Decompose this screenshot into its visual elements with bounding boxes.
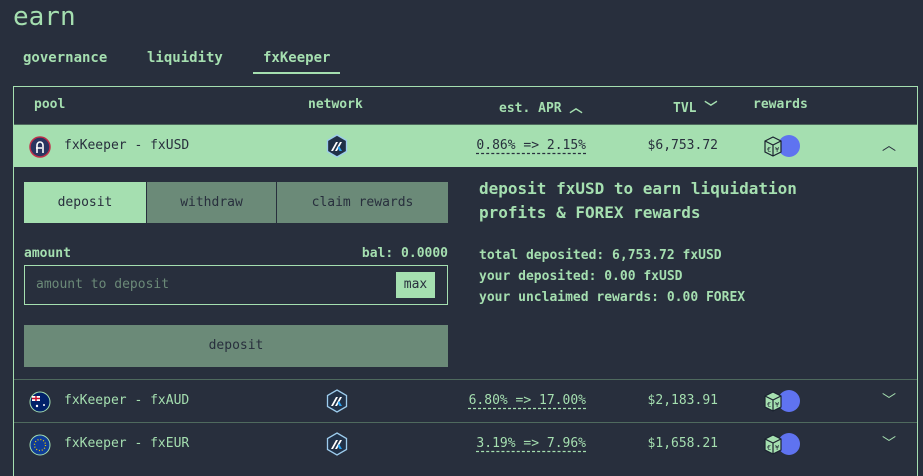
stat-total-deposited: total deposited: 6,753.72 fxUSD [479,248,722,263]
chevron-down-icon: ﹀ [704,101,718,116]
panel-headline: deposit fxUSD to earn liquidation profit… [479,179,797,222]
chevron-up-icon[interactable]: ︿ [882,138,896,154]
chevron-up-icon: ︿ [569,101,583,116]
table-row[interactable]: fxKeeper - fxEUR 3.19% => 7.96% $1,658.2… [14,422,917,465]
header-apr[interactable]: est. APR ︿ [499,97,582,116]
fxusd-icon [29,136,51,158]
deposit-panel: deposit withdraw claim rewards amount ba… [14,167,917,380]
header-tvl[interactable]: TVL ﹀ [673,97,717,116]
apr-value[interactable]: 0.86% => 2.15% [476,138,586,153]
amount-label: amount [24,246,71,261]
max-button[interactable]: max [396,272,435,298]
svg-text:€: € [767,444,771,452]
forex-reward-icon: € ¥ [762,134,802,162]
header-tvl-label: TVL [673,101,697,116]
apr-value[interactable]: 3.19% => 7.96% [476,436,586,451]
stat-unclaimed-rewards: your unclaimed rewards: 0.00 FOREX [479,290,746,305]
svg-text:€: € [767,401,771,409]
amount-placeholder: amount to deposit [36,277,170,292]
panel-tab-withdraw[interactable]: withdraw [147,182,276,223]
arbitrum-network-icon [326,389,348,417]
pool-name: fxKeeper - fxEUR [64,436,190,451]
stats: total deposited: 6,753.72 fxUSD your dep… [479,245,745,308]
deposit-submit-button[interactable]: deposit [24,325,448,367]
header-pool: pool [34,97,66,112]
table-row[interactable]: fxKeeper - fxAUD 6.80% => 17.00% $2,183.… [14,379,917,422]
tab-liquidity[interactable]: liquidity [147,50,223,66]
svg-text:¥: ¥ [775,146,780,154]
tab-governance[interactable]: governance [23,50,108,66]
chevron-down-icon[interactable]: ﹀ [882,436,896,452]
pool-name: fxKeeper - fxUSD [64,138,190,153]
tvl-value: $2,183.91 [647,393,718,408]
balance: bal: 0.0000 [361,246,448,261]
stat-your-deposited: your deposited: 0.00 fxUSD [479,269,683,284]
tvl-value: $6,753.72 [647,138,718,153]
forex-reward-icon: € ¥ [762,432,802,460]
forex-reward-icon: € ¥ [762,389,802,417]
amount-input[interactable]: amount to deposit max [24,265,448,305]
arbitrum-network-icon [326,134,348,162]
tvl-value: $1,658.21 [647,436,718,451]
panel-tab-claim-rewards[interactable]: claim rewards [277,182,448,223]
arbitrum-network-icon [326,432,348,460]
australia-flag-icon [29,391,51,413]
svg-text:€: € [767,146,771,154]
pools-table: pool network est. APR ︿ TVL ﹀ rewards fx… [13,86,918,476]
svg-text:¥: ¥ [775,401,780,409]
header-network: network [308,97,363,112]
header-apr-label: est. APR [499,101,562,116]
page-title: earn [13,2,76,32]
panel-tab-deposit[interactable]: deposit [24,182,146,223]
table-row[interactable]: fxKeeper - fxUSD 0.86% => 2.15% $6,753.7… [14,124,917,167]
tab-fxkeeper[interactable]: fxKeeper [253,48,341,74]
svg-text:¥: ¥ [775,444,780,452]
pool-name: fxKeeper - fxAUD [64,393,190,408]
header-rewards: rewards [753,97,808,112]
chevron-down-icon[interactable]: ﹀ [882,393,896,409]
eu-flag-icon [29,434,51,456]
apr-value[interactable]: 6.80% => 17.00% [468,393,586,408]
